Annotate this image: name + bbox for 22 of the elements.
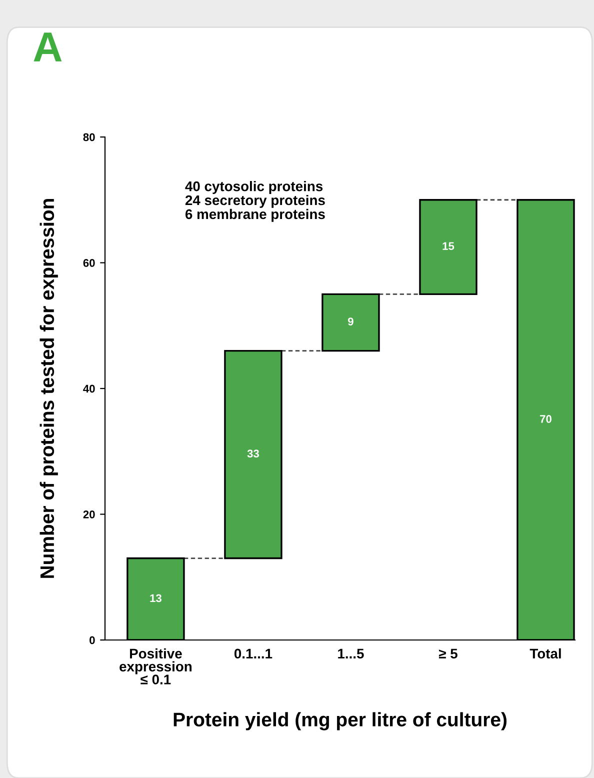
y-tick-label: 20 [83, 510, 95, 518]
data-label: 13 [150, 594, 162, 602]
y-tick-label: 40 [83, 384, 95, 393]
chart-title: A [34, 32, 62, 62]
y-tick-label: 80 [83, 133, 95, 142]
x-axis-title: Protein yield (mg per litre of culture) [174, 712, 507, 730]
bar [322, 293, 380, 352]
data-label: 70 [540, 415, 552, 423]
y-axis-title: Number of proteins tested for expression [40, 198, 58, 578]
bar [419, 199, 478, 296]
x-tick-label: 0.1...1 [234, 648, 272, 659]
x-tick-label: ≥ 5 [438, 648, 458, 659]
x-tick-label: Positive expression ≤ 0.1 [120, 648, 192, 684]
annotation: 40 cytosolic proteins 24 secretory proteins 6 membrane proteins [185, 181, 325, 222]
y-tick-label: 0 [90, 636, 95, 644]
y-tick-label: 60 [83, 259, 95, 267]
data-label: 15 [442, 242, 454, 250]
x-tick-label: Total [530, 648, 561, 659]
x-tick-label: 1...5 [338, 648, 364, 659]
data-label: 9 [348, 318, 354, 326]
bar [224, 350, 282, 560]
data-label: 33 [247, 450, 259, 458]
